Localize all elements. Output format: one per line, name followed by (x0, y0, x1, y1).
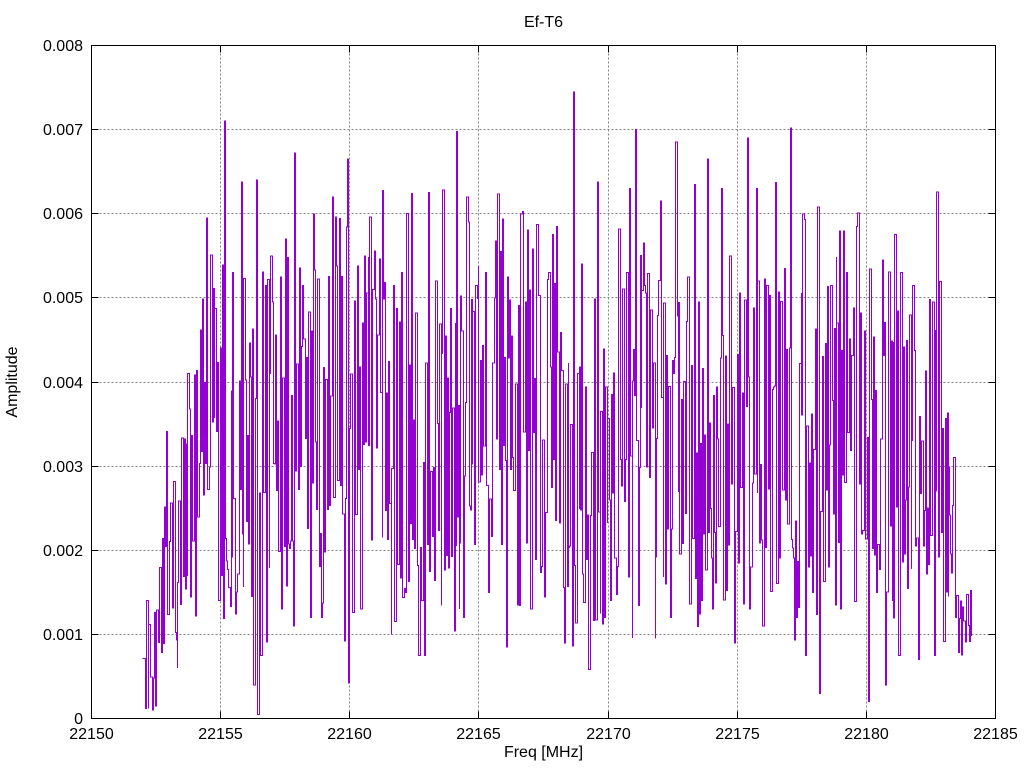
svg-text:Ef-T6: Ef-T6 (524, 14, 563, 31)
svg-text:22150: 22150 (69, 726, 114, 743)
svg-text:0.005: 0.005 (43, 290, 83, 307)
svg-text:0.003: 0.003 (43, 459, 83, 476)
svg-text:0.008: 0.008 (43, 38, 83, 55)
svg-text:0.004: 0.004 (43, 375, 83, 392)
svg-text:22155: 22155 (198, 726, 243, 743)
svg-text:Amplitude: Amplitude (4, 346, 21, 417)
svg-text:Freq [MHz]: Freq [MHz] (504, 744, 583, 761)
svg-text:22180: 22180 (844, 726, 889, 743)
svg-text:0.001: 0.001 (43, 627, 83, 644)
svg-text:22160: 22160 (327, 726, 372, 743)
svg-text:0: 0 (74, 711, 83, 728)
svg-text:0.007: 0.007 (43, 122, 83, 139)
svg-text:0.002: 0.002 (43, 543, 83, 560)
svg-text:22165: 22165 (456, 726, 501, 743)
svg-text:0.006: 0.006 (43, 206, 83, 223)
svg-text:22175: 22175 (715, 726, 760, 743)
svg-text:22170: 22170 (586, 726, 631, 743)
svg-text:22185: 22185 (973, 726, 1018, 743)
